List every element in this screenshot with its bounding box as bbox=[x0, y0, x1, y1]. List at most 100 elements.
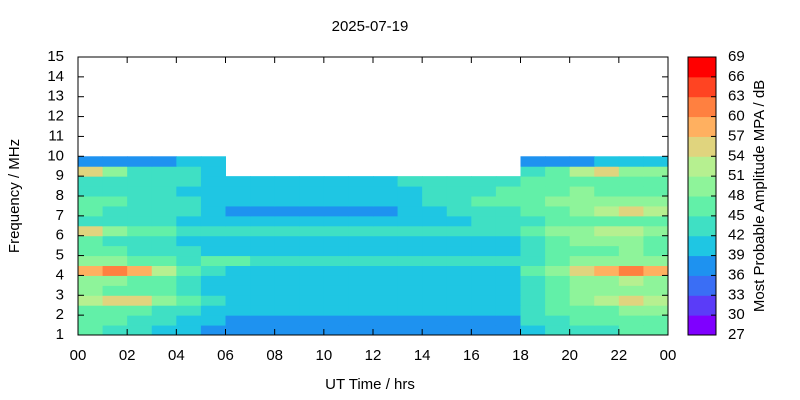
y-tick-label: 1 bbox=[56, 326, 64, 343]
cell bbox=[618, 176, 644, 187]
cell bbox=[520, 215, 546, 227]
cell bbox=[643, 245, 669, 257]
cell bbox=[78, 295, 104, 306]
cell bbox=[176, 186, 202, 197]
cell bbox=[151, 325, 177, 336]
colorbar-tick-label: 42 bbox=[728, 227, 745, 244]
cell bbox=[323, 186, 349, 197]
cell bbox=[471, 315, 497, 326]
cell bbox=[299, 255, 325, 266]
cell bbox=[594, 156, 620, 167]
colorbar-tick-label: 36 bbox=[728, 266, 745, 283]
cell bbox=[323, 196, 349, 207]
cell bbox=[594, 196, 620, 207]
colorbar-tick-label: 48 bbox=[728, 187, 745, 204]
cell bbox=[545, 156, 571, 167]
colorbar-band bbox=[688, 156, 716, 177]
cell bbox=[495, 186, 521, 197]
cell bbox=[495, 275, 521, 286]
cell bbox=[151, 156, 177, 167]
cell bbox=[127, 215, 153, 227]
cell bbox=[225, 295, 251, 306]
cell bbox=[643, 305, 669, 316]
x-tick-label: 12 bbox=[365, 347, 382, 364]
cell bbox=[299, 295, 325, 306]
cell bbox=[520, 186, 546, 197]
cell bbox=[495, 215, 521, 227]
cell bbox=[348, 285, 374, 296]
cell bbox=[495, 235, 521, 247]
x-tick-label: 10 bbox=[315, 347, 332, 364]
cell bbox=[200, 205, 226, 217]
cell bbox=[78, 156, 104, 167]
cell bbox=[250, 295, 276, 306]
cell bbox=[127, 186, 153, 197]
cell bbox=[78, 255, 104, 266]
cell bbox=[299, 325, 325, 336]
cell bbox=[520, 295, 546, 306]
cell bbox=[373, 275, 399, 286]
cell bbox=[250, 315, 276, 326]
cell bbox=[397, 205, 423, 217]
cell bbox=[569, 285, 595, 296]
cell bbox=[225, 205, 251, 217]
cell bbox=[250, 265, 276, 276]
cell bbox=[225, 255, 251, 266]
cell bbox=[151, 176, 177, 187]
cell bbox=[225, 315, 251, 326]
cell bbox=[151, 285, 177, 296]
cell bbox=[176, 305, 202, 316]
cell bbox=[323, 295, 349, 306]
cell bbox=[250, 176, 276, 187]
cell bbox=[471, 176, 497, 187]
cell bbox=[495, 325, 521, 336]
cell bbox=[151, 196, 177, 207]
cell bbox=[225, 325, 251, 336]
cell bbox=[643, 166, 669, 177]
cell bbox=[618, 225, 644, 237]
cell bbox=[446, 215, 472, 227]
cell bbox=[151, 305, 177, 316]
cell bbox=[520, 196, 546, 207]
cell bbox=[397, 265, 423, 276]
colorbar-tick-label: 27 bbox=[728, 326, 745, 343]
colorbar-band bbox=[688, 196, 716, 217]
cell bbox=[618, 295, 644, 306]
cell bbox=[102, 305, 128, 316]
y-tick-label: 9 bbox=[56, 167, 64, 184]
y-tick-label: 6 bbox=[56, 227, 64, 244]
cell bbox=[446, 305, 472, 316]
y-tick-label: 7 bbox=[56, 207, 64, 224]
cell bbox=[520, 255, 546, 266]
cell bbox=[151, 186, 177, 197]
cell bbox=[397, 275, 423, 286]
cell bbox=[250, 196, 276, 207]
cell bbox=[274, 275, 300, 286]
cell bbox=[200, 305, 226, 316]
cell bbox=[299, 285, 325, 296]
cell bbox=[299, 305, 325, 316]
cell bbox=[618, 196, 644, 207]
cell bbox=[618, 325, 644, 336]
cell bbox=[323, 215, 349, 227]
cell bbox=[569, 305, 595, 316]
cell bbox=[176, 275, 202, 286]
cell bbox=[200, 285, 226, 296]
colorbar-band bbox=[688, 255, 716, 276]
cell bbox=[151, 275, 177, 286]
cell bbox=[348, 176, 374, 187]
cell bbox=[127, 305, 153, 316]
colorbar-tick-label: 30 bbox=[728, 306, 745, 323]
cell bbox=[102, 166, 128, 177]
cell bbox=[151, 205, 177, 217]
x-tick-label: 14 bbox=[414, 347, 431, 364]
cell bbox=[348, 275, 374, 286]
cell bbox=[471, 205, 497, 217]
y-tick-label: 11 bbox=[48, 127, 64, 144]
cell bbox=[250, 305, 276, 316]
cell bbox=[102, 186, 128, 197]
cell bbox=[594, 315, 620, 326]
cell bbox=[78, 205, 104, 217]
cell bbox=[594, 295, 620, 306]
cell bbox=[397, 315, 423, 326]
